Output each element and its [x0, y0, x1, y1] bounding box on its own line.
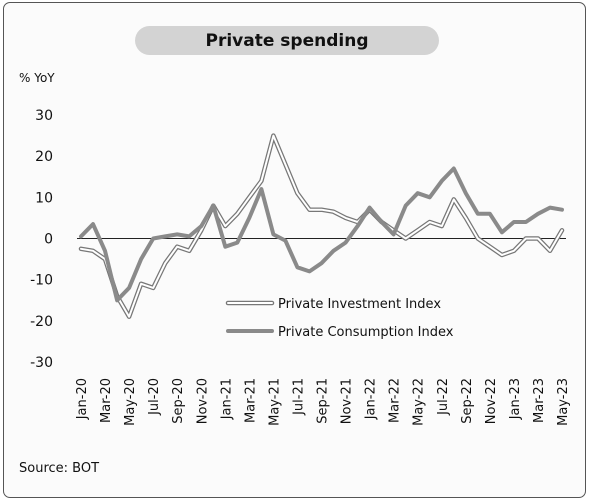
x-tick-label: Mar-22 — [388, 378, 403, 423]
investment-series-line — [80, 134, 563, 318]
x-tick-label: Nov-20 — [195, 378, 210, 424]
y-tick-label: 20 — [35, 149, 53, 165]
x-tick-label: Jul-21 — [291, 378, 306, 416]
y-axis-label: % YoY — [19, 71, 55, 85]
legend: Private Investment Index Private Consumpt… — [225, 297, 454, 340]
investment-series-outline — [78, 133, 565, 319]
series-layer — [78, 133, 565, 319]
y-tick-label: 10 — [35, 190, 53, 206]
y-tick-label: -10 — [30, 273, 53, 289]
x-tick-label: Sep-21 — [316, 378, 331, 424]
y-tick-label: 30 — [35, 108, 53, 124]
chart-title: Private spending — [135, 26, 439, 55]
legend-label: Private Consumption Index — [278, 325, 454, 340]
y-tick-label: -30 — [30, 355, 53, 371]
x-tick-label: Jan-23 — [508, 378, 523, 420]
x-tick-label: Nov-21 — [340, 378, 355, 424]
consumption-series-line — [79, 166, 564, 303]
x-tick-label: Jul-22 — [436, 378, 451, 416]
y-ticks: 30 20 10 0 -10 -20 -30 — [30, 108, 53, 371]
x-tick-label: Mar-21 — [243, 378, 258, 423]
y-tick-label: -20 — [30, 314, 53, 330]
x-ticks: Jan-20 Mar-20 May-20 Jul-20 Sep-20 Nov-20 Jan-… — [75, 378, 571, 426]
x-tick-label: May-21 — [267, 378, 282, 426]
source-note: Source: BOT — [19, 461, 100, 476]
x-tick-label: Mar-20 — [99, 378, 114, 423]
x-tick-label: Sep-22 — [460, 378, 475, 424]
x-tick-label: Mar-23 — [532, 378, 547, 423]
x-tick-label: Jan-20 — [75, 378, 90, 420]
legend-label: Private Investment Index — [278, 297, 441, 312]
x-tick-label: Sep-20 — [171, 378, 186, 424]
x-tick-label: May-22 — [412, 378, 427, 426]
x-tick-label: Nov-22 — [484, 378, 499, 424]
x-tick-label: Jan-22 — [364, 378, 379, 420]
y-tick-label: 0 — [44, 232, 53, 248]
x-tick-label: Jul-20 — [147, 378, 162, 416]
x-tick-label: May-20 — [123, 378, 138, 426]
x-tick-label: Jan-21 — [219, 378, 234, 420]
chart-frame — [3, 2, 586, 498]
x-tick-label: May-23 — [556, 378, 571, 426]
